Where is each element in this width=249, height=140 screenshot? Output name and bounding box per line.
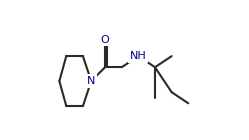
Text: N: N [87,76,95,86]
Text: O: O [101,34,110,45]
Text: NH: NH [130,51,147,61]
